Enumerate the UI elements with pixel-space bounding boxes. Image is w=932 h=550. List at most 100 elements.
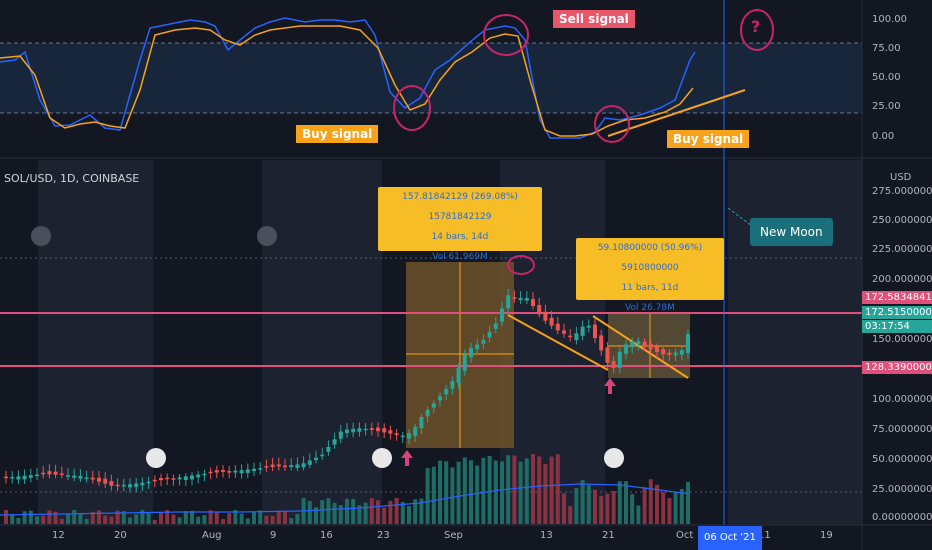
volume-bar [115,510,120,524]
candle-body [146,481,151,484]
sell-signal-label[interactable]: Sell signal [553,10,635,28]
measure-info-1[interactable]: 157.81842129 (269.08%) 15781842129 14 ba… [378,187,542,262]
new-moon-label[interactable]: New Moon [750,218,833,246]
volume-bar [624,481,628,524]
currency-label[interactable]: USD [890,172,912,183]
price-tag-current: 172.51500000 [862,306,932,319]
volume-bar [617,481,622,524]
volume-bar [500,461,504,524]
volume-bar [177,517,182,524]
volume-bar [555,454,560,524]
volume-bar [673,491,678,524]
candle-body [568,335,573,338]
volume-bar [97,510,101,524]
shade-band [38,160,153,525]
volume-bar [543,463,548,524]
volume-bar [686,481,690,524]
volume-bar [382,507,387,524]
candle-body [239,470,244,474]
volume-bar [35,516,39,524]
volume-bar [165,510,170,524]
price-trendline[interactable] [592,315,689,379]
volume-bar [78,513,83,524]
price-axis-tick: 50.00000000 [872,454,932,465]
candle-body [493,323,498,329]
osc-trendline[interactable] [607,89,746,137]
volume-bar [648,479,653,524]
candle-body [326,447,331,452]
volume-bar [190,510,194,524]
price-axis-tick: 75.00000000 [872,424,932,435]
volume-bar [202,515,207,524]
shade-band [262,160,382,525]
volume-bar [388,500,393,524]
volume-bar [159,512,163,524]
volume-bar [4,510,8,524]
candle-body [270,464,275,467]
volume-bar [295,513,300,524]
candle-body [617,351,622,368]
price-trendline[interactable] [507,314,609,371]
price-axis-tick: 25.00000000 [872,484,932,495]
date-axis-highlight[interactable]: 06 Oct '21 [698,526,762,550]
volume-bar [128,517,132,524]
volume-bar [338,504,343,524]
date-axis-tick: 20 [114,530,127,541]
buy-signal-label[interactable]: Buy signal [667,130,750,148]
volume-bar [512,455,517,524]
volume-bar [605,493,610,524]
candle-body [376,427,380,432]
volume-bar [270,516,275,524]
measure-bars: 11 bars, 11d [621,283,679,293]
volume-bar [524,458,529,524]
buy-signal-label[interactable]: Buy signal [296,125,379,143]
volume-bar [599,496,604,524]
highlight-circle [507,255,535,275]
symbol-title[interactable]: SOL/USD, 1D, COINBASE [4,172,140,185]
candle-body [183,476,188,481]
date-axis-tick: 9 [270,530,277,541]
candle-body [524,298,529,301]
volume-bar [450,467,455,524]
volume-bar [10,514,15,524]
candle-body [444,388,449,395]
candle-body [419,416,424,429]
volume-bar [568,506,573,524]
candle-body [314,457,318,461]
volume-bar [326,498,331,524]
volume-bar [369,498,374,524]
volume-bar [351,498,356,524]
volume-bar [481,457,486,524]
candle-body [431,403,436,408]
volume-bar [53,511,58,524]
price-axis-tick: 200.00000000 [872,274,932,285]
volume-bar [233,510,238,524]
candle-body [363,428,368,431]
candle-body [332,439,337,445]
volume-bars [4,454,690,524]
volume-bar [531,454,535,524]
volume-bar [413,499,418,524]
volume-bar [134,514,139,524]
osc-axis-tick: 25.00 [872,101,901,112]
candle-body [543,311,548,321]
date-axis-tick: Aug [202,530,222,541]
candle-body [456,367,461,383]
volume-bar [140,510,145,524]
measure-volume: Vol 26.78M [625,303,675,313]
candle-body [611,360,616,368]
candle-body [425,410,430,417]
measure-info-2[interactable]: 59.10800000 (50.96%) 5910800000 11 bars,… [576,238,724,313]
candle-body [636,340,641,345]
volume-bar [537,456,542,524]
volume-bar [59,518,64,524]
price-axis-tick: 150.00000000 [872,334,932,345]
candle-body [245,469,250,473]
candle-body [90,477,95,480]
candle-body [165,477,170,480]
date-axis-tick: Sep [444,530,463,541]
candle-body [438,396,442,401]
date-axis-tick: 12 [52,530,65,541]
question-mark: ? [751,17,761,36]
